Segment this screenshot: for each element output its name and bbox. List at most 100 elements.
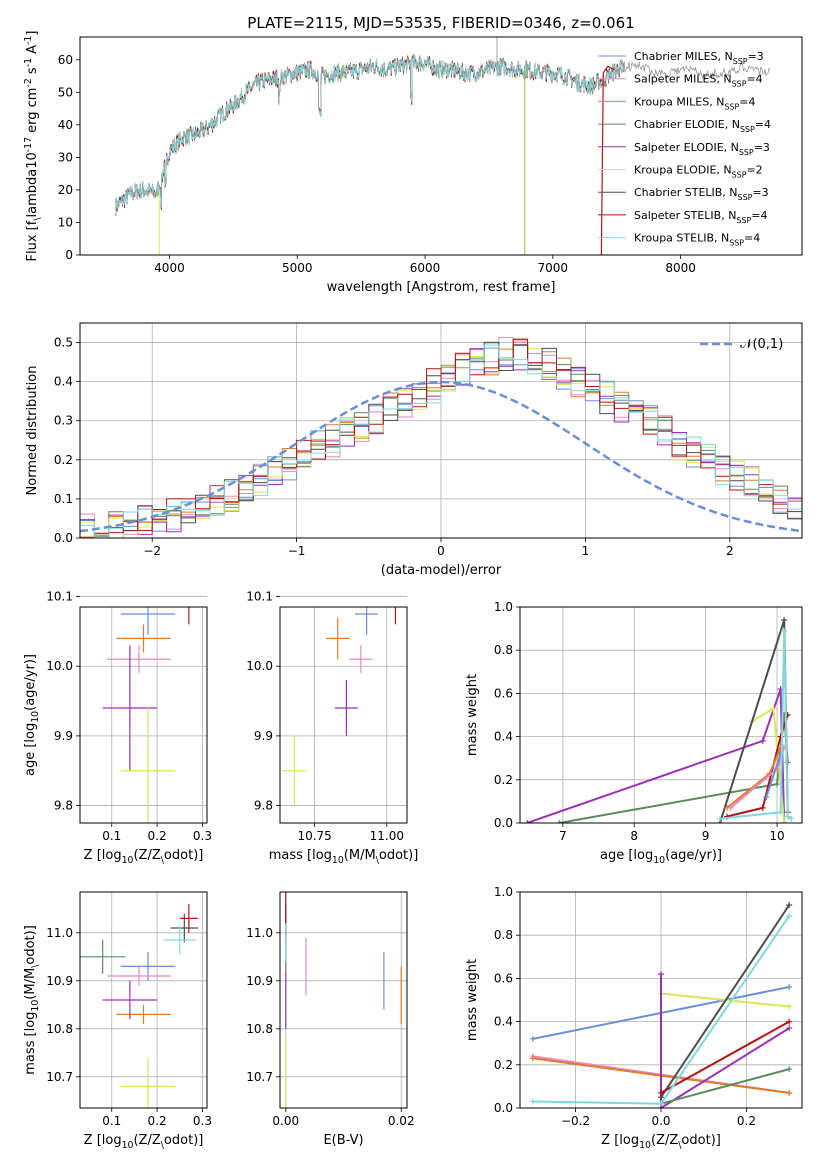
- y-tick-label: 0.3: [54, 414, 73, 428]
- y-tick-label: 9.9: [54, 729, 73, 743]
- y-tick-label: 0.6: [494, 971, 513, 985]
- y-tick-label: 9.9: [254, 729, 273, 743]
- x-tick-label: 7000: [538, 261, 569, 275]
- y-tick-label: 0.8: [494, 928, 513, 942]
- x-axis-label: Z [log10(Z/Z\odot)]: [84, 848, 204, 866]
- y-tick-label: 0.0: [494, 1101, 513, 1115]
- y-tick-label: 20: [58, 183, 73, 197]
- plot-area-age-weight: [524, 616, 795, 823]
- y-tick-label: 0.6: [494, 686, 513, 700]
- x-tick-label: 0.0: [651, 1114, 670, 1128]
- y-axis-label: Normed distribution: [25, 366, 40, 496]
- y-tick-label: 1.0: [494, 885, 513, 899]
- axes-spectrum: 4000 5000 6000 7000 8000 0 10 20 30 40 50 60 wavelen…: [23, 14, 803, 295]
- y-tick-label: 10.9: [246, 974, 273, 988]
- y-tick-label: 0.5: [54, 336, 73, 350]
- y-tick-label: 10: [58, 215, 73, 229]
- x-tick-label: −0.2: [561, 1114, 590, 1128]
- weight-line-chabrier_miles: [765, 753, 782, 798]
- y-tick-label: 40: [58, 118, 73, 132]
- histogram-salpeter_stelib: [80, 338, 802, 538]
- x-axis-label: Z [log10(Z/Z\odot)]: [84, 1133, 204, 1151]
- x-tick-label: 0.2: [148, 829, 167, 843]
- y-tick-label: 10.8: [246, 1022, 273, 1036]
- y-tick-label: 0: [65, 248, 73, 262]
- plot-area-residuals: [80, 337, 802, 538]
- x-tick-label: 10.75: [297, 829, 331, 843]
- legend-label-salpeter_elodie: Salpeter ELODIE, NSSP=3: [634, 141, 770, 157]
- x-tick-label: 0: [437, 544, 445, 558]
- weight-line-salpeter_elodie: [660, 974, 790, 1108]
- chart-title: PLATE=2115, MJD=53535, FIBERID=0346, z=0…: [247, 14, 634, 32]
- x-tick-label: 0.00: [272, 1114, 299, 1128]
- x-tick-label: 8000: [665, 261, 696, 275]
- x-tick-label: 6000: [410, 261, 441, 275]
- y-tick-label: 9.8: [254, 799, 273, 813]
- plot-area-z-age: [102, 607, 190, 823]
- axes-z-mass: 0.1 0.2 0.3 10.7 10.8 10.9 11.0 Z [log10(Z/Z\od…: [23, 891, 212, 1151]
- x-tick-label: 7: [559, 829, 567, 843]
- axes-age-weight: 7 8 9 10 0.0 0.2 0.4 0.6 0.8 1.0 age [log10(age/yr…: [465, 600, 803, 866]
- axes-frame: [279, 606, 408, 824]
- histogram-kroupa_stelib: [80, 344, 802, 538]
- x-tick-label: 0.3: [193, 1114, 212, 1128]
- spectrum-line-salpeter_stelib: [115, 54, 625, 217]
- x-tick-label: 5000: [282, 261, 313, 275]
- y-tick-label: 10.8: [46, 1022, 73, 1036]
- y-tick-label: 10.0: [246, 659, 273, 673]
- legend-label-chabrier_miles: Chabrier MILES, NSSP=3: [634, 50, 764, 66]
- legend-label-kroupa_stelib: Kroupa STELIB, NSSP=4: [634, 232, 760, 248]
- x-axis-label: Z [log10(Z/Z\odot)]: [601, 1133, 721, 1151]
- x-tick-label: 10: [769, 829, 784, 843]
- spectrum-line-kroupa_stelib: [115, 54, 625, 215]
- y-axis-label: mass weight: [465, 674, 480, 756]
- y-tick-label: 10.0: [46, 659, 73, 673]
- y-tick-label: 10.9: [46, 974, 73, 988]
- y-tick-label: 0.2: [494, 1058, 513, 1072]
- weight-line-chabrier_stelib: [660, 904, 791, 1098]
- x-tick-label: −1: [288, 544, 306, 558]
- y-tick-label: 0.8: [494, 643, 513, 657]
- y-tick-label: 0.0: [494, 816, 513, 830]
- x-tick-label: 0.02: [388, 1114, 415, 1128]
- y-axis-label: age [log10(age/yr)]: [23, 654, 41, 776]
- axes-mass-age: 10.75 11.00 9.8 9.9 10.0 10.1 mass [log10(M/M\…: [246, 590, 419, 866]
- normal-curve: [80, 380, 802, 533]
- legend-label-salpeter_stelib: Salpeter STELIB, NSSP=4: [634, 209, 767, 225]
- plot-area-z-weight: [529, 901, 793, 1108]
- axes-z-weight: −0.2 0.0 0.2 0.0 0.2 0.4 0.6 0.8 1.0 Z [log10(Z/Z…: [465, 885, 803, 1151]
- spectrum-extension: [616, 61, 771, 81]
- axes-z-age: 0.1 0.2 0.3 9.8 9.9 10.0 10.1 Z [log10(Z/Z\odot…: [23, 590, 212, 866]
- x-tick-label: 11.00: [370, 829, 404, 843]
- y-axis-label: mass [log10(M/M\odot)]: [23, 925, 41, 1075]
- axes-frame: [279, 891, 408, 1109]
- axes-frame: [519, 606, 803, 824]
- legend-label-kroupa_miles: Kroupa MILES, NSSP=4: [634, 95, 755, 111]
- y-tick-label: 11.0: [246, 926, 273, 940]
- y-tick-label: 30: [58, 150, 73, 164]
- y-axis-label: mass weight: [465, 959, 480, 1041]
- stelib-edge: [600, 65, 615, 255]
- plot-area-mass-age: [282, 607, 397, 806]
- legend-label-kroupa_elodie: Kroupa ELODIE, NSSP=2: [634, 164, 763, 180]
- axes-frame: [79, 891, 208, 1109]
- legend-label-normal: 𝒩(0,1): [740, 337, 783, 352]
- x-tick-label: 0.1: [102, 1114, 121, 1128]
- y-tick-label: 10.1: [246, 590, 273, 604]
- y-tick-label: 0.4: [54, 375, 73, 389]
- weight-line-chabrier_elodie: [559, 714, 789, 823]
- x-axis-label: (data-model)/error: [381, 563, 502, 578]
- x-tick-label: 0.1: [102, 829, 121, 843]
- y-tick-label: 0.4: [494, 730, 513, 744]
- legend-label-chabrier_elodie: Chabrier ELODIE, NSSP=4: [634, 118, 771, 134]
- x-tick-label: 8: [630, 829, 638, 843]
- y-tick-label: 10.1: [46, 590, 73, 604]
- x-axis-label: mass [log10(M/M\odot)]: [269, 848, 419, 866]
- y-axis-label: Flux [f\lambda10-17 erg cm-2 s-1 A-1]: [23, 31, 43, 262]
- y-tick-label: 0.2: [54, 453, 73, 467]
- plot-area-ebv-mass: [285, 892, 402, 1108]
- x-tick-label: 0.2: [148, 1114, 167, 1128]
- y-tick-label: 0.0: [54, 531, 73, 545]
- legend-label-chabrier_stelib: Chabrier STELIB, NSSP=3: [634, 186, 769, 202]
